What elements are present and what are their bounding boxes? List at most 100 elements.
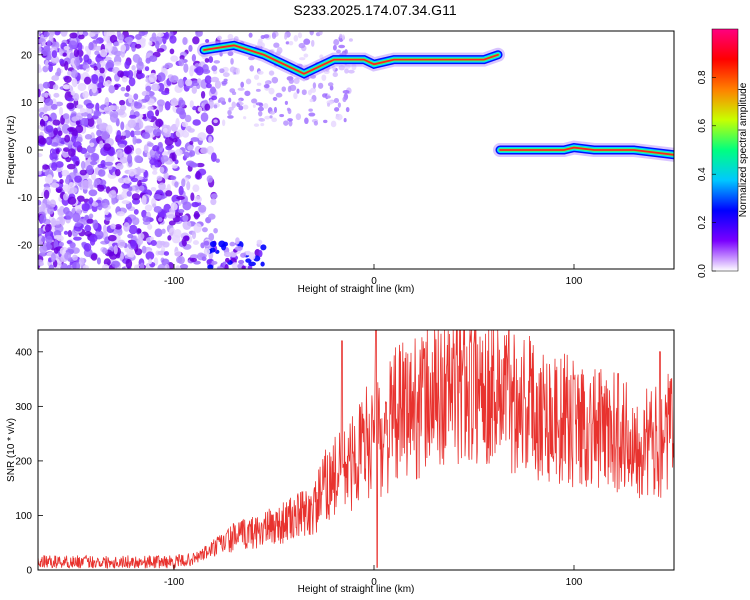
noise-speckle [110, 223, 116, 230]
noise-speckle [249, 65, 255, 72]
noise-speckle [51, 50, 58, 59]
noise-speckle [157, 72, 166, 82]
noise-speckle [55, 101, 64, 107]
noise-speckle [258, 118, 266, 122]
noise-speckle [77, 42, 83, 52]
noise-speckle [50, 217, 57, 228]
noise-speckle [116, 211, 126, 217]
noise-speckle [189, 257, 197, 262]
noise-speckle [107, 234, 117, 242]
noise-speckle [148, 55, 158, 63]
noise-speckle [128, 186, 133, 192]
noise-speckle [38, 45, 42, 53]
noise-speckle [71, 116, 80, 122]
noise-speckle [121, 70, 131, 77]
chart-title: S233.2025.174.07.34.G11 [293, 2, 456, 18]
noise-speckle [45, 235, 53, 244]
noise-speckle [49, 152, 58, 161]
noise-speckle [96, 117, 102, 125]
noise-speckle [132, 53, 141, 63]
noise-speckle [148, 40, 153, 46]
noise-speckle [94, 45, 103, 51]
noise-speckle [245, 258, 252, 263]
noise-speckle [133, 102, 143, 109]
noise-speckle [90, 253, 98, 261]
noise-speckle [190, 254, 199, 260]
noise-speckle [144, 94, 150, 102]
noise-speckle [163, 172, 169, 180]
noise-speckle [72, 78, 78, 88]
noise-speckle [74, 58, 81, 67]
noise-speckle [145, 85, 152, 92]
noise-speckle [147, 223, 153, 230]
noise-speckle [192, 119, 201, 126]
noise-speckle [76, 104, 84, 109]
noise-speckle [332, 72, 338, 78]
noise-speckle [99, 67, 105, 74]
noise-speckle [336, 113, 343, 121]
noise-speckle [84, 224, 92, 233]
noise-speckle [248, 32, 253, 38]
noise-speckle [213, 60, 221, 64]
noise-speckle [141, 131, 151, 140]
noise-speckle [126, 248, 133, 258]
noise-speckle [43, 189, 50, 200]
noise-speckle [238, 105, 244, 111]
noise-speckle [263, 84, 270, 89]
noise-speckle [211, 65, 218, 72]
noise-speckle [108, 85, 116, 94]
noise-speckle [182, 220, 192, 231]
noise-speckle [70, 69, 78, 79]
noise-speckle [60, 262, 68, 269]
ridge-core [499, 146, 674, 156]
noise-speckle [258, 110, 263, 117]
noise-speckle [57, 167, 62, 173]
y-tick-label: -20 [18, 241, 33, 252]
noise-speckle [175, 129, 184, 138]
noise-speckle [91, 83, 98, 94]
noise-speckle [151, 83, 160, 92]
noise-speckle [207, 264, 214, 269]
noise-speckle [102, 224, 107, 234]
noise-speckle [235, 237, 240, 245]
noise-speckle [194, 195, 202, 203]
noise-speckle [268, 70, 275, 76]
noise-speckle [210, 198, 217, 206]
noise-speckle [52, 119, 61, 126]
noise-speckle [192, 184, 200, 192]
noise-speckle [41, 237, 46, 243]
noise-speckle [288, 120, 293, 127]
colorbar-tick-label: 0.8 [697, 70, 708, 84]
noise-speckle [187, 128, 195, 133]
noise-speckle [240, 252, 247, 258]
noise-speckle [74, 175, 82, 183]
noise-speckle [214, 80, 222, 89]
noise-speckle [60, 31, 68, 37]
noise-speckle [309, 98, 314, 103]
x-tick-label: 0 [371, 276, 377, 287]
noise-speckle [70, 90, 76, 96]
noise-speckle [128, 94, 133, 104]
noise-speckle [343, 117, 347, 123]
noise-speckle [256, 82, 262, 86]
noise-speckle [51, 162, 58, 171]
noise-speckle [183, 151, 190, 159]
noise-speckle [47, 205, 54, 215]
noise-speckle [146, 110, 154, 120]
snr-series-line [38, 330, 674, 570]
noise-speckle [200, 147, 209, 155]
colorbar-label: Normalized spectral amplitude [738, 82, 749, 217]
noise-speckle [117, 33, 125, 41]
noise-speckle [209, 240, 217, 248]
noise-speckle [200, 90, 206, 99]
noise-speckle [281, 86, 286, 92]
noise-speckle [162, 127, 168, 133]
noise-speckle [83, 242, 92, 252]
noise-speckle [263, 103, 269, 109]
noise-speckle [105, 156, 115, 162]
noise-speckle [230, 57, 234, 65]
noise-speckle [152, 128, 162, 137]
noise-speckle [206, 175, 213, 183]
noise-speckle [216, 266, 225, 269]
